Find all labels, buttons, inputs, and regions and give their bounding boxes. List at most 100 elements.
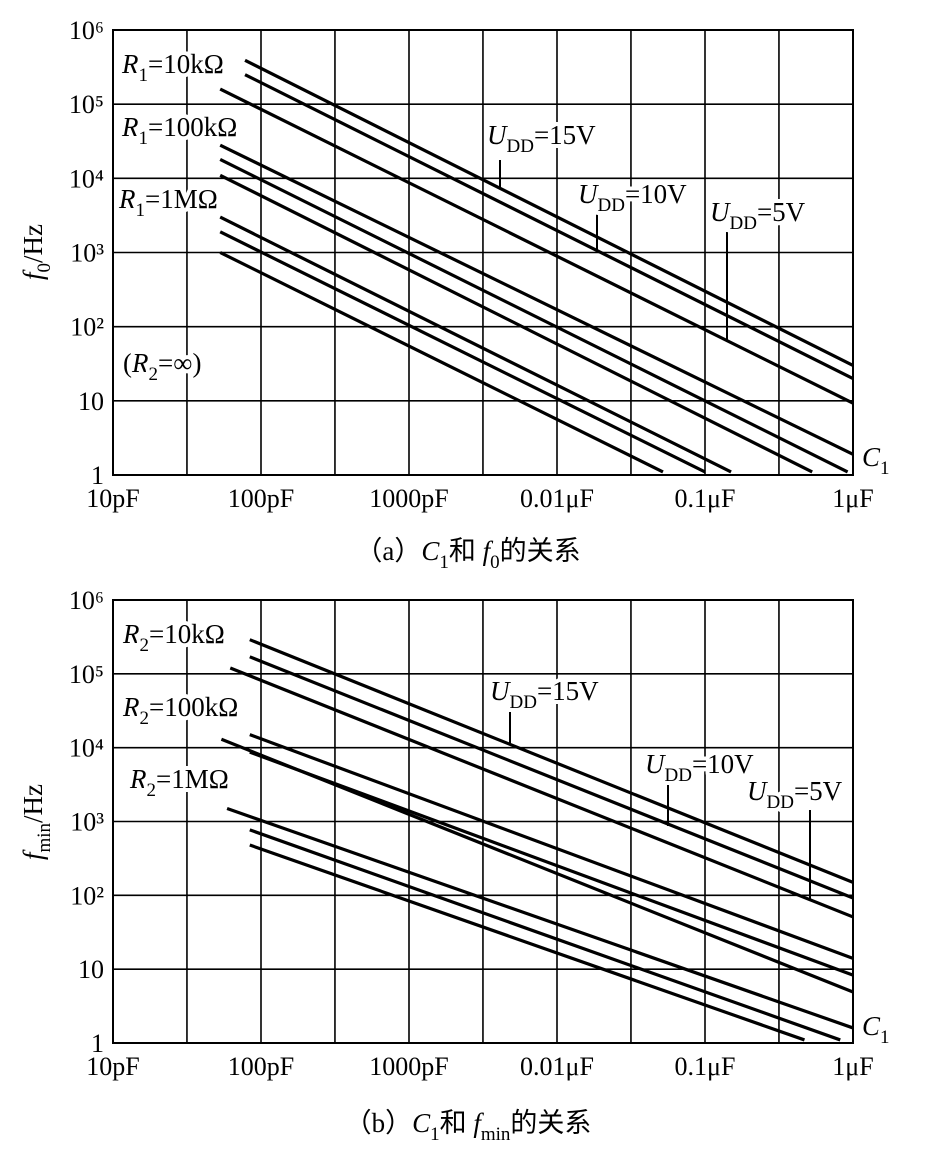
- x-tick-label: 10pF: [86, 1052, 139, 1081]
- caption: （b）C1和 fmin的关系: [345, 1108, 592, 1145]
- annotation: R1=100kΩ: [121, 112, 237, 149]
- text-part: =5V: [794, 776, 843, 806]
- text-part: =1MΩ: [156, 764, 229, 794]
- text-part: 2: [140, 708, 150, 729]
- text-part: min: [34, 822, 55, 852]
- x-tick-label: 1μF: [832, 1052, 873, 1081]
- text-part: =5V: [757, 197, 806, 227]
- x-tick-label: 0.01μF: [520, 1052, 594, 1081]
- x-tick-label: 100pF: [228, 1052, 294, 1081]
- text-part: =15V: [534, 120, 596, 150]
- text-part: =100kΩ: [148, 112, 237, 142]
- x-tick-label: 100pF: [228, 484, 294, 513]
- y-tick-label: 10⁵: [69, 90, 104, 119]
- text-part: DD: [510, 692, 537, 713]
- text-part: =10V: [625, 179, 687, 209]
- text-part: =1MΩ: [145, 184, 218, 214]
- text-part: 2: [140, 635, 150, 656]
- text-part: 2: [149, 364, 159, 385]
- text-part: =100kΩ: [149, 692, 238, 722]
- text-part: 和: [440, 1108, 474, 1138]
- text-part: f: [473, 1108, 484, 1138]
- text-part: 和: [449, 536, 483, 566]
- text-part: 1: [880, 1027, 890, 1048]
- series-line: [249, 733, 854, 960]
- series-line: [249, 655, 854, 900]
- text-part: C: [421, 536, 440, 566]
- series-line: [219, 215, 732, 474]
- annotation: C1: [862, 442, 890, 479]
- text-part: 1: [139, 65, 149, 86]
- y-tick-label: 10³: [70, 239, 104, 268]
- annotation: UDD=5V: [710, 197, 806, 234]
- text-part: 的关系: [510, 1108, 591, 1138]
- text-part: =10kΩ: [149, 619, 225, 649]
- x-tick-label: 0.01μF: [520, 484, 594, 513]
- y-tick-label: 1: [91, 461, 104, 490]
- text-part: /Hz: [18, 784, 48, 823]
- text-part: =∞): [158, 348, 201, 378]
- text-part: 1: [430, 1124, 440, 1145]
- text-part: (: [123, 348, 132, 378]
- text-part: C: [862, 1011, 881, 1041]
- series-line: [220, 737, 854, 994]
- y-tick-label: 10: [78, 387, 104, 416]
- annotation: (R2=∞): [123, 348, 201, 385]
- y-tick-label: 10³: [70, 808, 104, 837]
- text-part: R: [121, 49, 139, 79]
- x-tick-label: 1000pF: [369, 484, 448, 513]
- text-part: （a）: [355, 536, 421, 566]
- text-part: DD: [665, 765, 692, 786]
- text-part: 1: [439, 552, 449, 573]
- y-tick-label: 10⁴: [69, 164, 104, 193]
- text-part: U: [490, 676, 511, 706]
- series-line: [219, 143, 854, 456]
- text-part: R: [118, 184, 136, 214]
- series-line: [219, 157, 849, 474]
- text-part: R: [122, 619, 140, 649]
- text-part: （b）: [345, 1108, 413, 1138]
- text-part: /Hz: [18, 224, 48, 263]
- text-part: 1: [880, 458, 890, 479]
- text-part: R: [122, 692, 140, 722]
- series-line: [219, 251, 664, 474]
- text-part: DD: [767, 792, 794, 813]
- y-tick-label: 10⁶: [69, 586, 104, 615]
- series-line: [226, 806, 854, 1030]
- y-tick-label: 1: [91, 1029, 104, 1058]
- text-part: C: [412, 1108, 431, 1138]
- text-part: 1: [136, 200, 146, 221]
- text-part: C: [862, 442, 881, 472]
- text-part: 1: [139, 128, 149, 149]
- series-line: [219, 230, 706, 474]
- x-tick-label: 0.1μF: [675, 1052, 736, 1081]
- y-axis-label: fmin/Hz: [18, 784, 55, 860]
- text-part: DD: [730, 213, 757, 234]
- text-part: =15V: [537, 676, 599, 706]
- series-line: [219, 173, 813, 474]
- annotation: R1=10kΩ: [121, 49, 224, 86]
- y-tick-label: 10⁵: [69, 660, 104, 689]
- text-part: 0: [490, 552, 500, 573]
- text-part: R: [131, 348, 149, 378]
- text-part: f: [18, 849, 48, 860]
- y-tick-label: 10⁴: [69, 734, 104, 763]
- series-line: [219, 87, 854, 405]
- annotation: R2=10kΩ: [122, 619, 225, 656]
- series-line: [249, 638, 854, 884]
- y-tick-label: 10²: [70, 881, 104, 910]
- annotation: R1=1MΩ: [118, 184, 218, 221]
- series-line: [229, 666, 854, 919]
- annotation: UDD=10V: [578, 179, 687, 216]
- x-tick-label: 0.1μF: [675, 484, 736, 513]
- annotation: UDD=15V: [490, 676, 599, 713]
- x-tick-label: 10pF: [86, 484, 139, 513]
- text-part: =10kΩ: [148, 49, 224, 79]
- y-axis-label: f0/Hz: [18, 224, 55, 280]
- annotation: C1: [862, 1011, 890, 1048]
- text-part: U: [747, 776, 768, 806]
- text-part: f: [18, 269, 48, 280]
- series-line: [249, 828, 841, 1042]
- text-part: min: [481, 1124, 511, 1145]
